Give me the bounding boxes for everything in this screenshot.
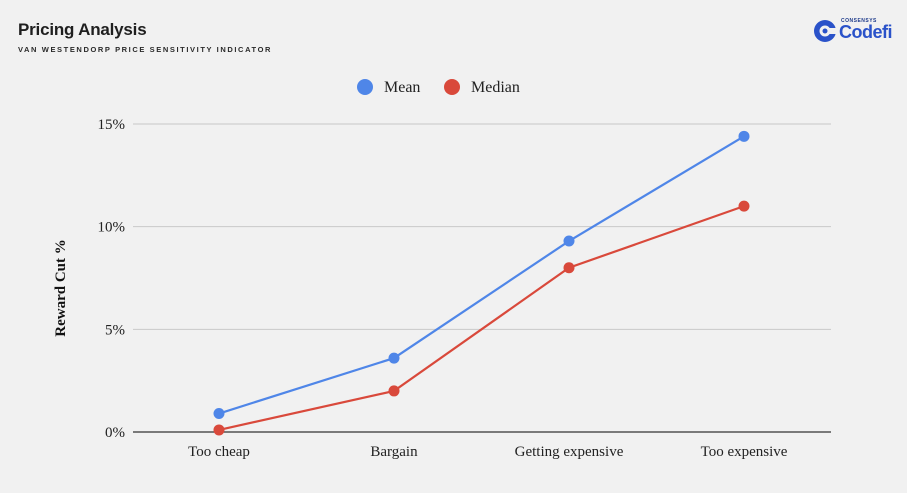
y-tick-label: 5% <box>105 322 125 338</box>
y-axis-label: Reward Cut % <box>53 239 69 337</box>
data-point-mean <box>563 235 575 247</box>
page-title: Pricing Analysis <box>18 20 147 39</box>
data-point-median <box>738 200 750 212</box>
data-point-median <box>388 385 400 397</box>
legend-label-median: Median <box>471 79 520 96</box>
x-tick-label: Too cheap <box>188 444 250 460</box>
y-tick-label: 15% <box>98 117 126 133</box>
x-tick-label: Bargain <box>370 444 418 460</box>
data-point-median <box>213 424 225 436</box>
x-tick-label: Getting expensive <box>515 444 624 460</box>
codefi-logo: CONSENSYS Codefi <box>813 16 893 46</box>
data-point-mean <box>213 408 225 420</box>
data-point-mean <box>738 130 750 142</box>
logo-top-text: CONSENSYS <box>841 18 877 24</box>
y-tick-label: 10% <box>98 220 126 236</box>
page-subtitle: VAN WESTENDORP PRICE SENSITIVITY INDICAT… <box>18 45 273 54</box>
series-line-median <box>218 205 745 432</box>
legend-label-mean: Mean <box>384 79 420 96</box>
codefi-logo-icon <box>814 20 837 42</box>
legend-marker-median <box>444 79 460 95</box>
y-tick-label: 0% <box>105 425 125 441</box>
series-line-mean <box>218 135 745 415</box>
data-point-mean <box>388 352 400 364</box>
x-tick-label: Too expensive <box>701 444 788 460</box>
legend-marker-mean <box>357 79 373 95</box>
logo-name: Codefi <box>839 22 893 42</box>
data-point-median <box>563 262 575 274</box>
